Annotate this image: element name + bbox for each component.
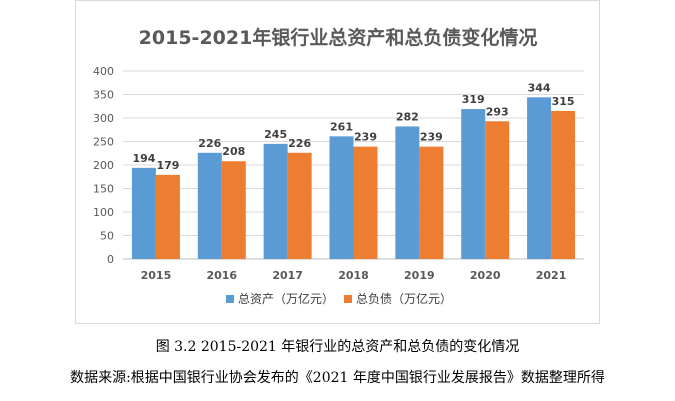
- source-note: 数据来源:根据中国银行业协会发布的《2021 年度中国银行业发展报告》数据整理所…: [70, 370, 605, 386]
- y-tick-label: 100: [93, 206, 114, 219]
- y-tick-label: 300: [93, 112, 114, 125]
- x-tick-label: 2017: [272, 269, 303, 282]
- bar-assets: [131, 167, 156, 259]
- data-label: 344: [528, 81, 551, 94]
- data-label: 315: [552, 95, 575, 108]
- bar-assets: [197, 152, 222, 259]
- y-tick-label: 250: [93, 136, 114, 149]
- bar-assets: [263, 143, 288, 259]
- legend-label: 总资产（万亿元）: [238, 291, 334, 306]
- bar-assets: [395, 126, 420, 260]
- bar-liabilities: [353, 146, 378, 259]
- x-axis: 2015 2016 2017 2018 2019 2020 2021: [141, 269, 567, 282]
- data-label: 245: [264, 128, 287, 141]
- x-tick-label: 2021: [536, 269, 567, 282]
- chart-title: 2015-2021年银行业总资产和总负债变化情况: [139, 26, 538, 49]
- data-label: 239: [354, 131, 377, 144]
- chart-frame: 2015-2021年银行业总资产和总负债变化情况 0 50 100 150 200 250…: [75, 0, 600, 324]
- data-label: 194: [132, 152, 155, 165]
- bar-liabilities: [221, 161, 246, 259]
- bar-liabilities: [287, 152, 312, 259]
- figure-caption: 图 3.2 2015-2021 年银行业的总资产和总负债的变化情况: [155, 339, 520, 355]
- bars: [131, 97, 576, 260]
- bar-assets: [329, 136, 354, 259]
- bar-assets: [461, 109, 486, 259]
- y-tick-label: 350: [93, 89, 114, 102]
- bar-liabilities: [419, 146, 444, 259]
- legend-swatch: [226, 295, 234, 303]
- x-tick-label: 2018: [338, 269, 369, 282]
- bar-assets: [527, 97, 552, 259]
- x-tick-label: 2019: [404, 269, 435, 282]
- x-tick-label: 2020: [470, 269, 501, 282]
- y-axis: 0 50 100 150 200 250 300 350 400: [93, 65, 114, 266]
- y-tick-label: 0: [107, 253, 114, 266]
- data-label: 282: [396, 110, 419, 123]
- bar-chart: 2015-2021年银行业总资产和总负债变化情况 0 50 100 150 200 250…: [93, 26, 584, 306]
- bar-liabilities: [485, 121, 510, 259]
- data-label: 261: [330, 120, 353, 133]
- data-label: 226: [198, 137, 221, 150]
- data-label: 293: [486, 105, 509, 118]
- y-tick-label: 50: [100, 230, 114, 243]
- bar-liabilities: [551, 110, 576, 259]
- data-labels: 1941792262082452262612392822393192933443…: [132, 81, 574, 172]
- data-label: 208: [222, 145, 245, 158]
- data-label: 319: [462, 93, 485, 106]
- x-tick-label: 2016: [206, 269, 237, 282]
- bar-liabilities: [155, 174, 180, 259]
- data-label: 179: [156, 159, 179, 172]
- x-tick-label: 2015: [141, 269, 172, 282]
- data-label: 239: [420, 131, 443, 144]
- legend-swatch: [344, 295, 352, 303]
- y-tick-label: 200: [93, 159, 114, 172]
- y-tick-label: 400: [93, 65, 114, 78]
- legend: 总资产（万亿元） 总负债（万亿元）: [226, 291, 452, 306]
- y-tick-label: 150: [93, 183, 114, 196]
- legend-label: 总负债（万亿元）: [356, 291, 452, 306]
- data-label: 226: [288, 137, 311, 150]
